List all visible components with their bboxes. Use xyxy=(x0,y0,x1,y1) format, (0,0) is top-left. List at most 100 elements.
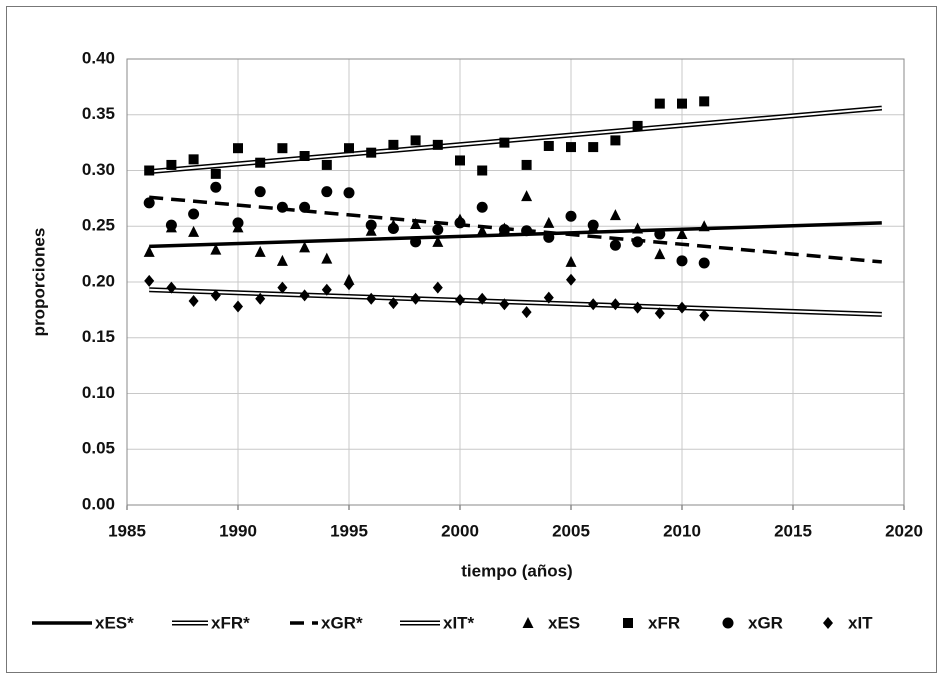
point xyxy=(632,301,643,314)
point xyxy=(521,190,533,202)
fit-line xyxy=(149,195,882,264)
legend-marker xyxy=(623,618,633,628)
point xyxy=(344,143,354,154)
legend-marker xyxy=(722,617,734,629)
point xyxy=(188,154,199,165)
y-tick-label: 0.00 xyxy=(82,494,115,513)
point xyxy=(676,228,688,240)
point xyxy=(276,201,288,213)
point xyxy=(343,187,355,199)
point xyxy=(699,309,710,322)
y-tick-label: 0.30 xyxy=(82,160,115,179)
x-tick-label: 2015 xyxy=(774,521,812,540)
point xyxy=(698,220,710,232)
point xyxy=(188,208,200,220)
x-tick-label: 2020 xyxy=(885,521,923,540)
point xyxy=(210,181,222,193)
point xyxy=(521,306,532,319)
point xyxy=(566,273,576,286)
point xyxy=(499,137,510,148)
point xyxy=(144,165,155,176)
point xyxy=(165,219,177,231)
point xyxy=(210,243,222,255)
point xyxy=(543,140,554,151)
legend-label: xES xyxy=(548,613,580,632)
fit-line-inner xyxy=(149,288,882,316)
point xyxy=(521,159,532,170)
legend-marker xyxy=(522,617,534,628)
point xyxy=(210,168,221,179)
point xyxy=(677,301,687,314)
legend-label: xGR xyxy=(748,613,783,632)
point xyxy=(499,298,510,311)
point xyxy=(410,135,421,146)
point xyxy=(654,307,665,320)
x-tick-label: 1995 xyxy=(330,521,368,540)
point xyxy=(565,255,577,267)
point xyxy=(321,186,333,198)
point xyxy=(565,210,577,222)
point xyxy=(366,147,377,158)
point xyxy=(299,151,310,162)
point xyxy=(455,293,465,306)
point xyxy=(188,294,199,307)
point xyxy=(609,239,621,251)
point xyxy=(410,292,421,305)
point xyxy=(632,236,644,248)
y-tick-label: 0.05 xyxy=(82,439,115,458)
point xyxy=(587,219,599,231)
point xyxy=(432,224,444,236)
point xyxy=(388,139,399,150)
point xyxy=(166,281,177,294)
point xyxy=(521,225,533,237)
x-tick-label: 1985 xyxy=(108,521,146,540)
point xyxy=(632,120,643,131)
point xyxy=(588,142,599,153)
point xyxy=(366,292,377,305)
x-tick-label: 2000 xyxy=(441,521,479,540)
point xyxy=(255,292,266,305)
point xyxy=(232,217,244,229)
point xyxy=(543,291,554,304)
point xyxy=(677,98,687,109)
point xyxy=(321,252,333,264)
point xyxy=(698,257,710,269)
y-tick-label: 0.10 xyxy=(82,383,115,402)
point xyxy=(410,218,422,230)
point xyxy=(144,274,155,287)
point xyxy=(610,298,621,311)
fit-line xyxy=(149,221,882,249)
point xyxy=(276,254,288,266)
point xyxy=(676,255,688,267)
point xyxy=(233,300,243,313)
point xyxy=(321,283,332,296)
point xyxy=(143,245,155,257)
point xyxy=(344,278,354,291)
point xyxy=(654,98,665,109)
point xyxy=(543,231,555,243)
point xyxy=(610,135,621,146)
x-tick-label: 2010 xyxy=(663,521,701,540)
point xyxy=(277,143,288,154)
point xyxy=(498,224,510,236)
point xyxy=(254,245,266,257)
y-tick-label: 0.40 xyxy=(82,48,115,67)
point xyxy=(477,292,488,305)
point xyxy=(454,217,466,229)
point xyxy=(654,248,666,260)
point xyxy=(432,139,443,150)
legend-label: xFR* xyxy=(211,613,250,632)
point xyxy=(166,159,177,170)
legend-label: xFR xyxy=(648,613,680,632)
point xyxy=(632,222,644,234)
point xyxy=(277,281,288,294)
y-tick-label: 0.35 xyxy=(82,104,115,123)
point xyxy=(566,142,576,153)
point xyxy=(432,281,443,294)
legend-label: xGR* xyxy=(321,613,363,632)
point xyxy=(432,235,444,247)
point xyxy=(188,225,200,237)
fit-line-inner xyxy=(149,107,882,173)
point xyxy=(387,222,399,234)
